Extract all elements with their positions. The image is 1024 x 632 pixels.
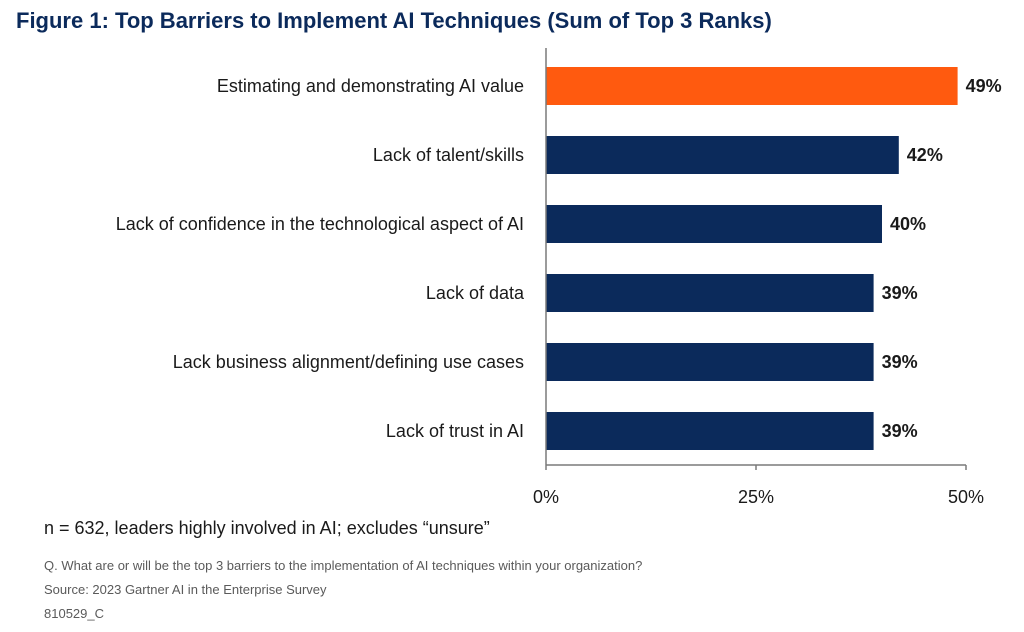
category-label: Estimating and demonstrating AI value <box>217 76 524 96</box>
survey-question: Q. What are or will be the top 3 barrier… <box>44 558 643 573</box>
bar <box>546 274 874 312</box>
sample-note: n = 632, leaders highly involved in AI; … <box>44 518 490 538</box>
x-tick-label: 50% <box>948 487 984 507</box>
x-tick-label: 0% <box>533 487 559 507</box>
value-label: 39% <box>882 421 918 441</box>
bar <box>546 205 882 243</box>
source-note: Source: 2023 Gartner AI in the Enterpris… <box>44 582 327 597</box>
value-label: 39% <box>882 352 918 372</box>
value-label: 42% <box>907 145 943 165</box>
bar <box>546 412 874 450</box>
value-label: 49% <box>966 76 1002 96</box>
bar <box>546 67 958 105</box>
x-tick-label: 25% <box>738 487 774 507</box>
bar-chart: Estimating and demonstrating AI value 49%… <box>116 48 1002 507</box>
category-label: Lack of confidence in the technological … <box>116 214 524 234</box>
category-label: Lack of data <box>426 283 525 303</box>
category-label: Lack of talent/skills <box>373 145 524 165</box>
value-label: 39% <box>882 283 918 303</box>
category-label: Lack of trust in AI <box>386 421 524 441</box>
chart-title: Figure 1: Top Barriers to Implement AI T… <box>16 8 772 33</box>
category-label: Lack business alignment/defining use cas… <box>173 352 524 372</box>
axis-layer: 0% 25% 50% <box>533 48 984 507</box>
bar <box>546 136 899 174</box>
bars-layer: Estimating and demonstrating AI value 49%… <box>116 67 1002 450</box>
figure-code: 810529_C <box>44 606 104 621</box>
bar <box>546 343 874 381</box>
value-label: 40% <box>890 214 926 234</box>
